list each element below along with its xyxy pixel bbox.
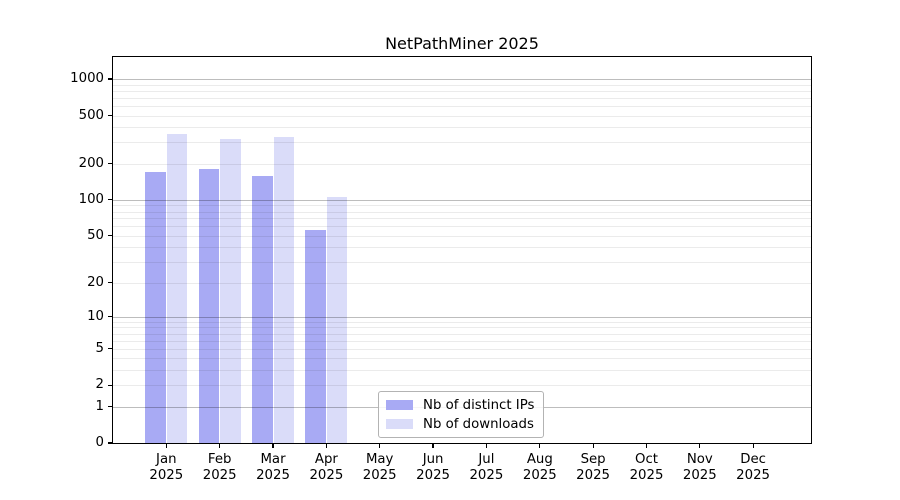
y-tick-mark [108,282,113,284]
bar [145,172,166,443]
x-tick-label: Sep 2025 [576,452,611,483]
bar [252,175,273,443]
gridline-minor [113,282,811,284]
gridline-major [113,316,811,318]
y-tick-mark [108,384,113,386]
x-tick-label: Feb 2025 [202,452,237,483]
x-tick-label: Mar 2025 [256,452,290,483]
gridline-minor [113,340,811,342]
gridline-minor [113,115,811,117]
y-tick-mark [108,235,113,237]
y-tick-mark [108,316,113,318]
y-tick-label: 2 [95,377,104,393]
gridline-minor [113,127,811,129]
y-tick-mark [108,199,113,201]
gridline-minor [113,97,811,99]
y-tick-label: 50 [87,227,104,243]
gridline-minor [113,142,811,144]
x-tick-mark [219,443,221,448]
gridline-minor [113,163,811,165]
x-tick-label: Dec 2025 [736,452,771,483]
gridline-minor [113,262,811,264]
y-tick-mark [108,163,113,165]
chart-title: NetPathMiner 2025 [385,34,539,53]
gridline-minor [113,211,811,213]
legend-swatch-icon [386,400,413,410]
x-tick-label: Jun 2025 [416,452,451,483]
x-tick-mark [752,443,754,448]
gridline-minor [113,321,811,323]
y-tick-label: 1 [95,398,104,414]
gridline-minor [113,105,811,107]
gridline-major [113,199,811,201]
bar [305,230,326,443]
bar [273,137,294,443]
y-tick-label: 10 [87,308,104,324]
y-tick-label: 1000 [70,71,104,86]
x-tick-label: Apr 2025 [309,452,344,483]
gridline-minor [113,84,811,86]
gridline-minor [113,247,811,249]
x-tick-label: Nov 2025 [682,452,717,483]
gridline-minor [113,90,811,92]
x-tick-mark [432,443,434,448]
y-tick-mark [108,114,113,117]
gridline-minor [113,348,811,350]
legend-label: Nb of distinct IPs [423,397,535,413]
legend-row: Nb of distinct IPs [386,398,535,413]
plot-area: 0 1 2 5 10 20 50 100 200 500 1000 Jan 2025 Feb 2025 M… [70,56,812,483]
x-tick-mark [272,443,274,448]
gridline-minor [113,218,811,220]
x-tick-label: May 2025 [362,452,397,483]
y-tick-label: 200 [78,155,104,171]
y-tick-label: 0 [95,435,104,450]
y-tick-mark [108,78,113,80]
gridline-minor [113,327,811,329]
gridline-minor [113,333,811,335]
x-tick-mark [592,443,594,448]
legend: Nb of distinct IPs Nb of downloads [378,391,544,438]
y-tick-mark [108,348,113,350]
y-tick-label: 100 [78,191,104,207]
gridline-minor [113,385,811,387]
x-tick-mark [699,443,701,448]
bar [220,138,241,443]
gridline-major [113,79,811,80]
bar [166,134,188,443]
bar [326,197,348,443]
x-tick-label: Aug 2025 [522,452,557,483]
y-tick-mark [108,442,113,444]
x-tick-mark [539,443,541,448]
gridline-minor [113,235,811,237]
x-tick-label: Oct 2025 [629,452,664,483]
x-tick-mark [485,443,488,448]
legend-swatch-icon [386,419,413,429]
y-tick-label: 5 [95,340,104,356]
legend-row: Nb of downloads [386,417,535,432]
legend-label: Nb of downloads [423,416,534,432]
x-tick-label: Jan 2025 [149,452,184,483]
x-tick-mark [379,443,381,448]
y-tick-mark [108,405,113,408]
x-tick-mark [645,443,648,448]
x-tick-mark [325,443,327,448]
gridline-minor [113,226,811,228]
x-tick-label: Jul 2025 [469,452,504,483]
y-tick-label: 20 [87,274,104,290]
gridline-minor [113,205,811,207]
x-tick-mark [165,443,167,448]
bar [198,169,220,443]
gridline-minor [113,358,811,360]
y-tick-label: 500 [78,107,104,123]
gridline-minor [113,370,811,371]
